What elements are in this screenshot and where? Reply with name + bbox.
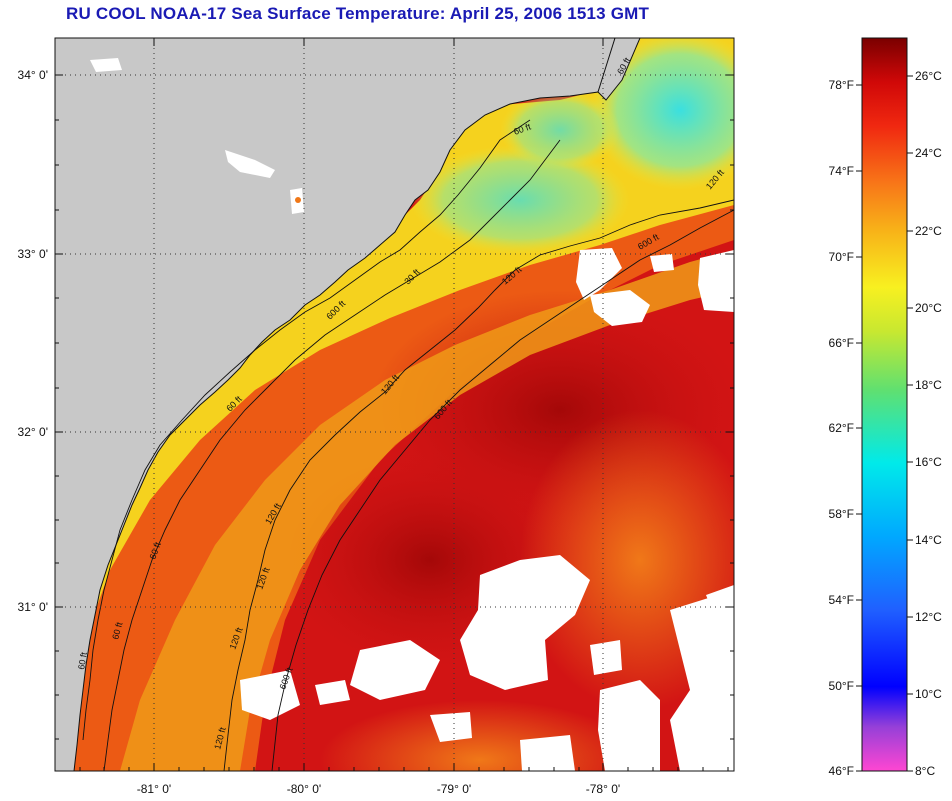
lake-warm-spot [295, 197, 301, 203]
graticule [55, 38, 734, 771]
inland-lake-2 [225, 150, 275, 178]
lat-label: 33° 0' [18, 247, 48, 261]
fahrenheit-label: 66°F [829, 336, 854, 350]
colorbar: 78°F 74°F 70°F 66°F 62°F 58°F 54°F 50°F … [829, 37, 942, 778]
axis-ticks [55, 38, 734, 771]
celsius-label: 20°C [915, 301, 942, 315]
celsius-label: 16°C [915, 455, 942, 469]
celsius-label: 8°C [915, 764, 935, 778]
sst-map[interactable]: 60 ft 60 ft 30 ft 120 ft 600 ft 60 ft 12… [0, 0, 760, 801]
cloud-patch [576, 248, 622, 300]
celsius-label: 22°C [915, 224, 942, 238]
lon-label: -80° 0' [287, 782, 321, 796]
contour-60ft [103, 139, 561, 771]
cloud-field [670, 590, 734, 771]
contour-120ft [223, 199, 734, 771]
celsius-label: 24°C [915, 146, 942, 160]
celsius-label: 12°C [915, 610, 942, 624]
fahrenheit-label: 78°F [829, 78, 854, 92]
cloud-patch [698, 250, 734, 312]
cool-water-north [590, 38, 734, 190]
fahrenheit-label: 58°F [829, 507, 854, 521]
lon-label: -81° 0' [137, 782, 171, 796]
celsius-label: 26°C [915, 69, 942, 83]
cloud-field [460, 555, 590, 690]
contour-label: 60 ft [76, 651, 89, 670]
contour-30ft [82, 119, 531, 741]
outer-banks [597, 38, 641, 101]
lat-label: 32° 0' [18, 425, 48, 439]
sst-map-panel: 60 ft 60 ft 30 ft 120 ft 600 ft 60 ft 12… [0, 0, 760, 801]
colorbar-ticks [856, 75, 913, 772]
minor-ticks [55, 119, 734, 771]
celsius-label: 10°C [915, 687, 942, 701]
land-mass [55, 38, 616, 771]
lon-label: -78° 0' [586, 782, 620, 796]
celsius-label: 14°C [915, 533, 942, 547]
colorbar-gradient [861, 37, 908, 772]
cloud-field [598, 680, 660, 771]
cloud-field [706, 585, 734, 610]
lon-label: -79° 0' [437, 782, 471, 796]
fahrenheit-label: 70°F [829, 250, 854, 264]
fahrenheit-label: 46°F [829, 764, 854, 778]
cool-water-inner [500, 90, 620, 170]
contour-600ft [271, 209, 734, 771]
shelf-edge-tint [120, 250, 734, 771]
cloud-patch [590, 290, 650, 326]
cloud-field [590, 640, 622, 675]
fahrenheit-label: 50°F [829, 679, 854, 693]
cloud-patch [650, 254, 674, 272]
map-frame [54, 37, 735, 772]
cloud-field [430, 712, 472, 742]
cloud-field [315, 680, 350, 705]
cloud-field [350, 640, 440, 700]
fahrenheit-label: 54°F [829, 593, 854, 607]
lat-label: 34° 0' [18, 68, 48, 82]
fahrenheit-label: 62°F [829, 421, 854, 435]
cloud-field [520, 735, 575, 771]
chart-title: RU COOL NOAA-17 Sea Surface Temperature:… [66, 4, 650, 23]
inland-lake [90, 58, 122, 72]
fahrenheit-label: 74°F [829, 164, 854, 178]
colorbar-legend: 78°F 74°F 70°F 66°F 62°F 58°F 54°F 50°F … [800, 0, 952, 801]
lat-label: 31° 0' [18, 600, 48, 614]
celsius-label: 18°C [915, 378, 942, 392]
cool-water-coast [410, 145, 630, 255]
contour-label: 60 ft [110, 621, 124, 641]
